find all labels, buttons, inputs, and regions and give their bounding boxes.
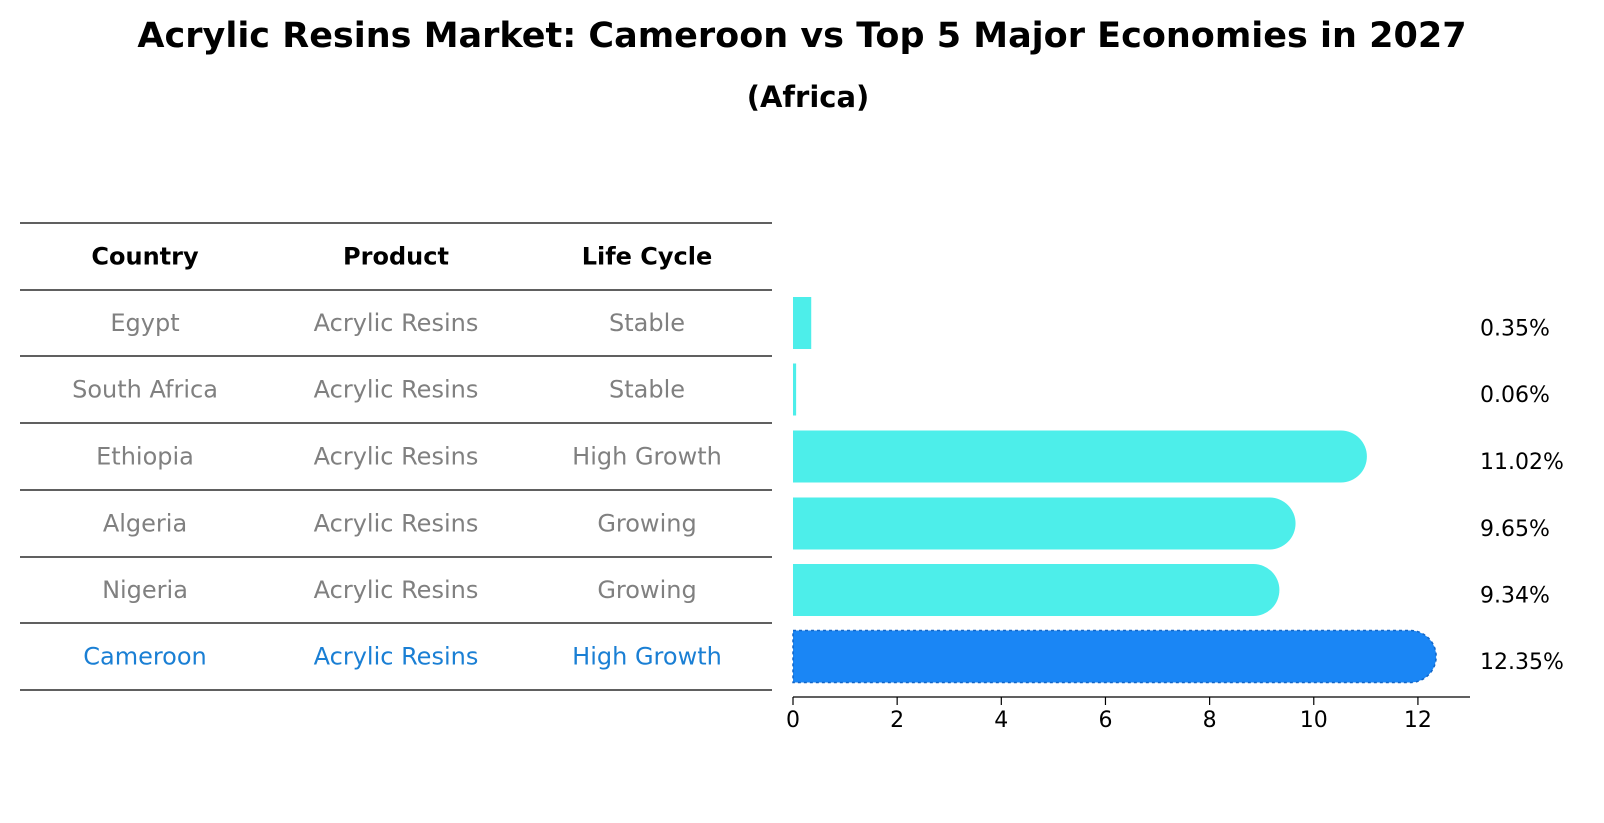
table-cell-life-cycle: High Growth [572, 443, 722, 471]
table-cell-product: Acrylic Resins [314, 376, 479, 404]
bar-south-africa [793, 363, 797, 416]
table-cell-country: South Africa [72, 376, 218, 404]
table-cell-product: Acrylic Resins [314, 309, 479, 337]
data-table: Country Product Life Cycle Egypt Acrylic Res… [20, 222, 772, 691]
value-label: 12.35% [1480, 650, 1564, 675]
bar-algeria [793, 497, 1296, 550]
value-label: 9.65% [1480, 517, 1550, 542]
value-label: 11.02% [1480, 450, 1564, 475]
table-cell-life-cycle: Stable [609, 376, 685, 404]
table-cell-product: Acrylic Resins [314, 510, 479, 538]
x-tick-label: 12 [1404, 708, 1432, 733]
table-cell-country: Egypt [110, 309, 179, 337]
x-tick-label: 2 [890, 708, 904, 733]
value-label: 9.34% [1480, 584, 1550, 609]
x-tick-label: 10 [1300, 708, 1328, 733]
chart-subtitle: (Africa) [746, 80, 870, 114]
table-cell-life-cycle: High Growth [572, 643, 722, 671]
bar-cameroon [792, 629, 1437, 684]
bar-ethiopia [793, 430, 1367, 483]
x-tick-label: 8 [1203, 708, 1217, 733]
x-tick-label: 0 [786, 708, 800, 733]
table-cell-country: Cameroon [83, 643, 207, 671]
column-header-country: Country [91, 243, 199, 271]
table-cell-country: Ethiopia [96, 443, 194, 471]
table-cell-product: Acrylic Resins [314, 576, 479, 604]
table-cell-life-cycle: Stable [609, 309, 685, 337]
table-cell-country: Nigeria [102, 576, 188, 604]
bar-egypt [793, 297, 812, 349]
x-tick-label: 4 [994, 708, 1008, 733]
column-header-life-cycle: Life Cycle [582, 243, 713, 271]
value-label: 0.35% [1480, 317, 1550, 342]
table-cell-life-cycle: Growing [597, 510, 696, 538]
table-cell-product: Acrylic Resins [314, 443, 479, 471]
column-header-product: Product [343, 243, 449, 271]
bar-chart: 0.35% 0.06% 11.02% 9.65% 9.34% 12.35% 0 2 4 6 8 10 1… [786, 297, 1564, 733]
table-cell-country: Algeria [103, 510, 187, 538]
chart-title: Acrylic Resins Market: Cameroon vs Top 5… [137, 16, 1467, 56]
bar-nigeria [793, 564, 1280, 616]
table-cell-life-cycle: Growing [597, 576, 696, 604]
x-tick-label: 6 [1098, 708, 1112, 733]
table-cell-product: Acrylic Resins [314, 643, 479, 671]
value-label: 0.06% [1480, 383, 1550, 408]
